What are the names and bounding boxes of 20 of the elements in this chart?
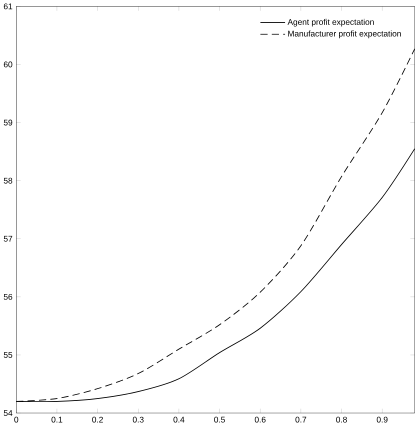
y-tick-label: 58 [4,178,12,184]
y-tick-label: 60 [4,62,12,68]
y-tick-label: 56 [4,294,12,300]
x-tick-label: 0 [14,416,18,423]
x-tick-label: 0.2 [92,416,103,423]
y-tick-label: 54 [4,410,12,416]
x-tick-label: 0.1 [52,416,62,423]
x-tick-label: 0.3 [132,416,144,423]
x-tick-label: 0.4 [174,416,184,423]
x-tick-label: 0.9 [376,416,388,423]
y-tick-label: 55 [4,352,12,358]
y-tick-label: 61 [4,3,12,10]
legend-label: Manufacturer profit expectation [288,30,401,38]
legend-label: Agent profit expectation [288,18,374,27]
y-tick-label: 59 [4,120,12,126]
x-tick-label: 0.6 [254,416,266,423]
x-tick-label: 0.8 [336,416,347,423]
x-tick-label: 0.7 [295,416,306,423]
y-tick-label: 57 [4,236,12,242]
x-tick-label: 0.5 [214,416,225,423]
